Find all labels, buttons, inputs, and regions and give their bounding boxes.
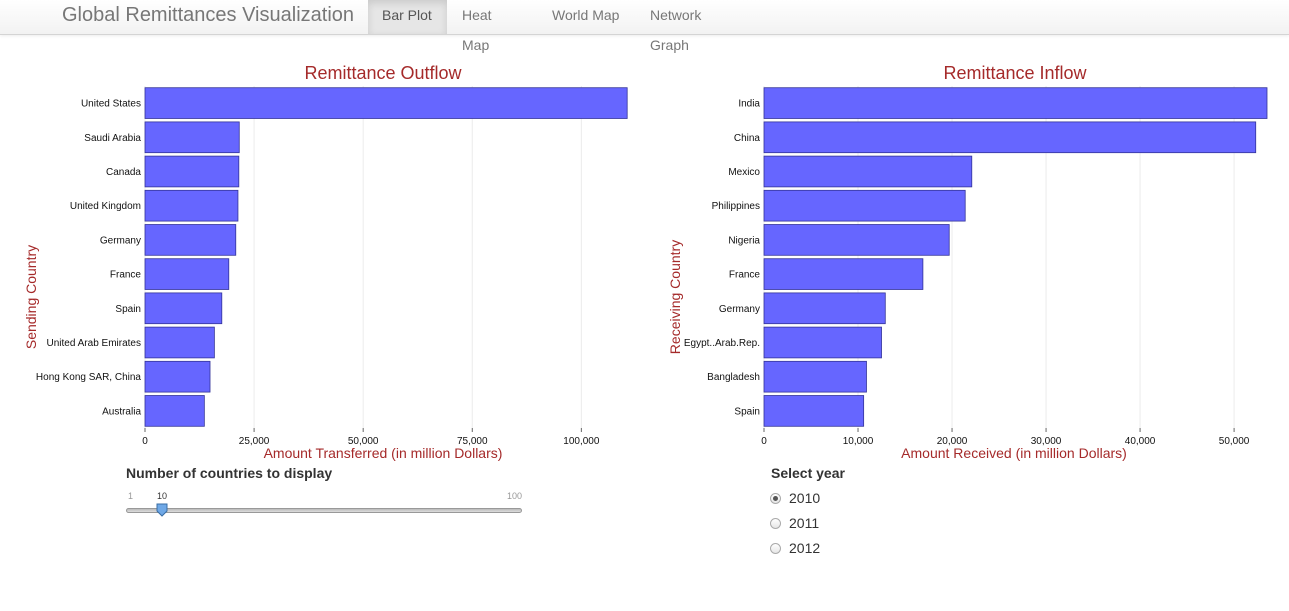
inflow-x-tick-label: 0 <box>761 436 767 447</box>
inflow-category-label: Mexico <box>728 167 760 178</box>
year-select-label: Select year <box>771 465 845 481</box>
inflow-chart: India China Mexico Philippines Nigeria France… <box>667 63 1268 461</box>
inflow-category-label: Nigeria <box>728 235 760 246</box>
inflow-category-label: India <box>738 99 760 110</box>
inflow-bar[interactable] <box>763 292 886 325</box>
tab-bar-plot[interactable]: Bar Plot <box>368 0 447 34</box>
radio-button[interactable] <box>770 518 781 529</box>
inflow-y-axis-label: Receiving Country <box>667 240 683 354</box>
inflow-bar[interactable] <box>763 224 950 256</box>
outflow-x-tick-label: 25,000 <box>239 436 270 447</box>
year-option-label: 2010 <box>789 490 821 506</box>
inflow-bar[interactable] <box>763 121 1257 154</box>
outflow-x-axis-label: Amount Transferred (in million Dollars) <box>264 445 503 461</box>
slider-handle[interactable] <box>156 503 168 517</box>
radio-button[interactable] <box>770 543 781 554</box>
slider-track[interactable] <box>126 508 522 513</box>
outflow-y-axis-label: Sending Country <box>23 245 39 349</box>
outflow-category-label: Hong Kong SAR, China <box>36 372 142 383</box>
outflow-category-label: United Arab Emirates <box>47 338 142 349</box>
tab-network-graph[interactable]: Network Graph <box>650 7 702 53</box>
outflow-bar[interactable] <box>144 155 240 188</box>
outflow-category-label: Germany <box>100 235 141 246</box>
outflow-category-label: Canada <box>106 167 141 178</box>
outflow-x-tick-label: 75,000 <box>457 436 488 447</box>
tab-heat-map[interactable]: Heat Map <box>462 7 492 53</box>
inflow-x-tick-label: 50,000 <box>1219 436 1250 447</box>
inflow-bar[interactable] <box>763 360 867 393</box>
outflow-category-label: France <box>110 270 142 281</box>
inflow-x-tick-label: 40,000 <box>1125 436 1156 447</box>
inflow-category-label: China <box>734 133 761 144</box>
outflow-bar[interactable] <box>144 258 230 290</box>
outflow-bar[interactable] <box>144 121 240 154</box>
outflow-category-label: United States <box>81 99 141 110</box>
year-option-label: 2012 <box>789 540 821 556</box>
outflow-category-label: Australia <box>102 406 141 417</box>
inflow-bar[interactable] <box>763 258 924 290</box>
radio-button[interactable] <box>770 493 781 504</box>
inflow-category-label: Bangladesh <box>707 372 760 383</box>
outflow-x-tick-label: 100,000 <box>563 436 600 447</box>
inflow-chart-title: Remittance Inflow <box>943 63 1087 83</box>
inflow-category-label: Egypt..Arab.Rep. <box>684 338 760 349</box>
outflow-bar[interactable] <box>144 395 205 427</box>
inflow-bar[interactable] <box>763 189 966 222</box>
inflow-bar[interactable] <box>763 326 882 359</box>
inflow-category-label: Germany <box>719 304 760 315</box>
slider-label: Number of countries to display <box>126 465 333 481</box>
year-option-label: 2011 <box>789 515 820 531</box>
outflow-bar[interactable] <box>144 189 239 222</box>
app-title[interactable]: Global Remittances Visualization <box>62 4 355 26</box>
inflow-bar[interactable] <box>763 87 1268 119</box>
outflow-category-label: Saudi Arabia <box>84 133 141 144</box>
inflow-category-label: France <box>729 270 761 281</box>
outflow-bar[interactable] <box>144 326 215 359</box>
outflow-bar[interactable] <box>144 360 211 393</box>
inflow-bar[interactable] <box>763 395 865 427</box>
inflow-x-tick-label: 30,000 <box>1031 436 1062 447</box>
inflow-category-label: Spain <box>734 406 760 417</box>
inflow-bar[interactable] <box>763 155 973 188</box>
inflow-x-tick-label: 10,000 <box>843 436 874 447</box>
inflow-category-label: Philippines <box>712 201 760 212</box>
inflow-x-tick-label: 20,000 <box>937 436 968 447</box>
outflow-chart: United States Saudi Arabia Canada United Ki… <box>23 63 628 461</box>
outflow-x-tick-label: 0 <box>142 436 148 447</box>
outflow-category-label: United Kingdom <box>70 201 141 212</box>
outflow-bar[interactable] <box>144 224 237 256</box>
navbar: Global Remittances Visualization Bar Plo… <box>0 0 1289 53</box>
outflow-bar[interactable] <box>144 292 223 325</box>
outflow-x-tick-label: 50,000 <box>348 436 379 447</box>
outflow-chart-title: Remittance Outflow <box>304 63 462 83</box>
slider-max-label: 100 <box>507 491 523 501</box>
outflow-category-label: Spain <box>115 304 141 315</box>
outflow-bar[interactable] <box>144 87 628 119</box>
tab-world-map[interactable]: World Map <box>552 7 620 23</box>
inflow-x-axis-label: Amount Received (in million Dollars) <box>901 445 1127 461</box>
slider-min-label: 1 <box>128 491 134 501</box>
slider-value-label: 10 <box>157 491 168 501</box>
